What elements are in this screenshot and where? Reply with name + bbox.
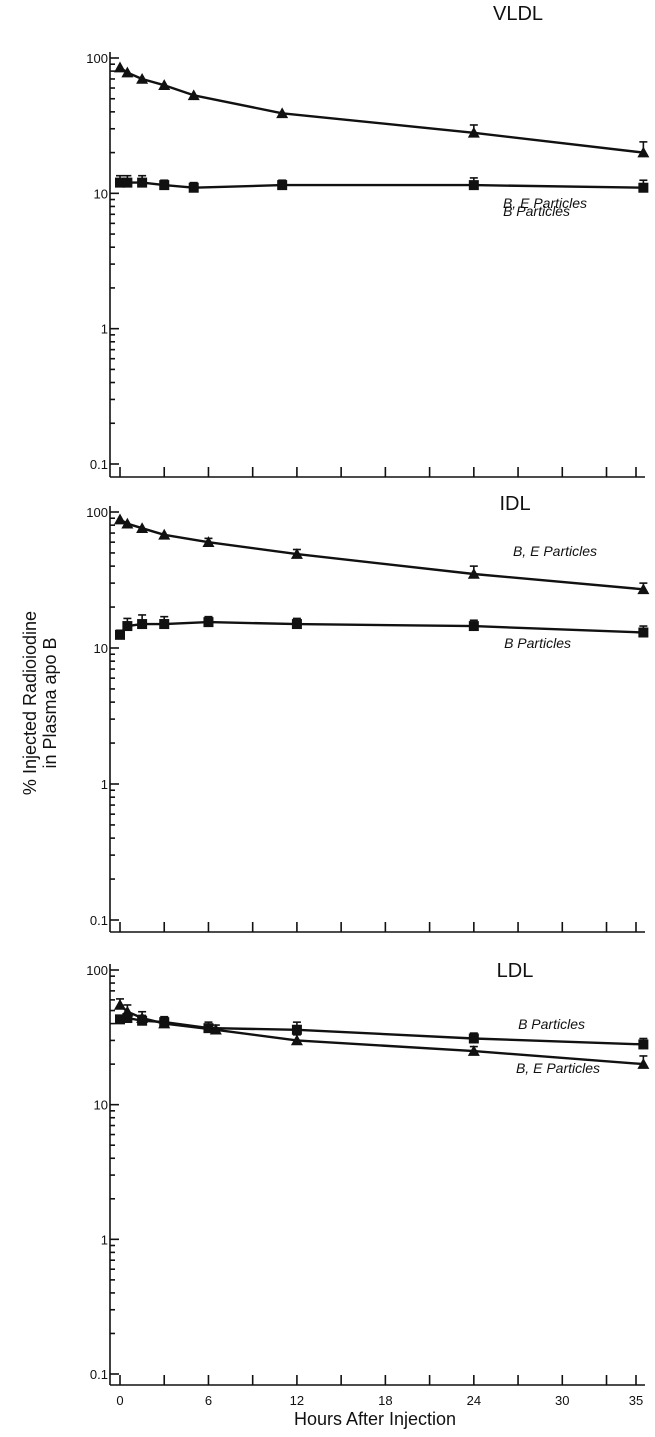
triangle-marker xyxy=(637,1058,650,1069)
y-tick-label: 1 xyxy=(101,1232,108,1247)
series-label: B, E Particles xyxy=(503,195,587,211)
triangle-marker xyxy=(158,79,171,90)
vldl-panel-title: VLDL xyxy=(493,3,543,25)
series-label: B Particles xyxy=(504,635,571,651)
triangle-marker xyxy=(121,66,134,78)
square-marker xyxy=(159,619,170,630)
series-b-particles: B Particles xyxy=(115,614,649,651)
series-label: B Particles xyxy=(503,203,570,219)
y-tick-label: 0.1 xyxy=(90,457,108,472)
triangle-marker xyxy=(637,583,650,595)
x-tick-label: 24 xyxy=(467,1393,481,1408)
triangle-marker xyxy=(637,146,650,158)
series-be-particles: B, E Particles xyxy=(114,998,650,1076)
square-marker xyxy=(115,1014,125,1025)
triangle-marker xyxy=(467,568,480,579)
series-be-particles: B, E Particles xyxy=(114,513,650,595)
square-marker xyxy=(122,177,133,188)
y-tick-label: 0.1 xyxy=(90,913,108,928)
y-tick-label: 100 xyxy=(86,505,108,520)
square-marker xyxy=(203,617,214,628)
square-marker xyxy=(638,182,649,193)
x-tick-label: 12 xyxy=(290,1393,304,1408)
square-marker xyxy=(291,1024,302,1035)
series-label: B, E Particles xyxy=(516,1060,600,1076)
x-tick-label: 30 xyxy=(555,1393,569,1408)
fit-curve xyxy=(119,66,644,154)
x-axis-title: Hours After Injection xyxy=(294,1409,456,1429)
y-tick-label: 10 xyxy=(94,641,108,656)
y-tick-label: 10 xyxy=(94,1098,108,1113)
square-marker xyxy=(468,1033,479,1044)
triangle-marker xyxy=(467,1045,480,1056)
triangle-marker xyxy=(209,1023,222,1035)
triangle-marker xyxy=(121,1005,134,1017)
triangle-marker xyxy=(467,126,480,138)
y-tick-label: 100 xyxy=(86,963,108,978)
series-b-particles: B Particles xyxy=(115,1013,649,1050)
square-marker xyxy=(159,180,170,191)
ldl-panel: LDL 0.1 1 10 100 0 6 12 18 24 30 35 B Particles B, E… xyxy=(86,960,650,1408)
triangle-marker xyxy=(202,536,215,547)
y-axis-title-line-1: % Injected Radioiodine xyxy=(20,611,40,795)
series-b-particles: B Particles xyxy=(115,174,649,219)
triangle-marker xyxy=(136,1012,149,1023)
square-marker xyxy=(638,627,649,638)
idl-panel-title: IDL xyxy=(499,493,530,515)
triangle-marker xyxy=(290,548,303,559)
fit-curve xyxy=(119,620,644,636)
series-be-particles: B, E Particles xyxy=(114,61,650,211)
y-tick-label: 10 xyxy=(94,186,108,201)
x-tick-label: 6 xyxy=(205,1393,212,1408)
triangle-marker xyxy=(136,72,149,84)
y-tick-label: 0.1 xyxy=(90,1367,108,1382)
ldl-panel-title: LDL xyxy=(497,960,534,982)
y-tick-label: 100 xyxy=(86,51,108,66)
series-label: B, E Particles xyxy=(513,543,597,559)
y-tick-label: 1 xyxy=(101,777,108,792)
triangle-marker xyxy=(114,61,126,73)
series-label: B Particles xyxy=(518,1016,585,1032)
square-marker xyxy=(468,621,479,632)
triangle-marker xyxy=(290,1034,303,1046)
square-marker xyxy=(291,619,302,630)
square-marker xyxy=(122,621,133,632)
triangle-marker xyxy=(276,107,289,119)
square-marker xyxy=(188,182,199,193)
square-marker xyxy=(137,619,148,630)
triangle-marker xyxy=(114,513,126,525)
square-marker xyxy=(277,180,288,191)
triangle-marker xyxy=(187,89,200,101)
square-marker xyxy=(122,1013,133,1024)
square-marker xyxy=(137,177,148,188)
square-marker xyxy=(115,177,125,188)
x-tick-label: 18 xyxy=(378,1393,392,1408)
triangle-marker xyxy=(158,528,171,540)
triangle-marker xyxy=(136,522,149,534)
y-tick-label: 1 xyxy=(101,322,108,337)
y-axis-title-line-2: in Plasma apo B xyxy=(40,637,60,768)
square-marker xyxy=(115,629,125,640)
triangle-marker xyxy=(121,517,134,529)
x-tick-label: 0 xyxy=(116,1393,123,1408)
x-tick-label: 35 xyxy=(629,1393,643,1408)
square-marker xyxy=(638,1039,649,1050)
idl-panel: IDL 0.1 1 10 100 B, E Particles B Particles xyxy=(86,493,650,933)
square-marker xyxy=(468,180,479,191)
triangle-marker xyxy=(114,998,126,1010)
triangle-marker xyxy=(158,1017,171,1029)
